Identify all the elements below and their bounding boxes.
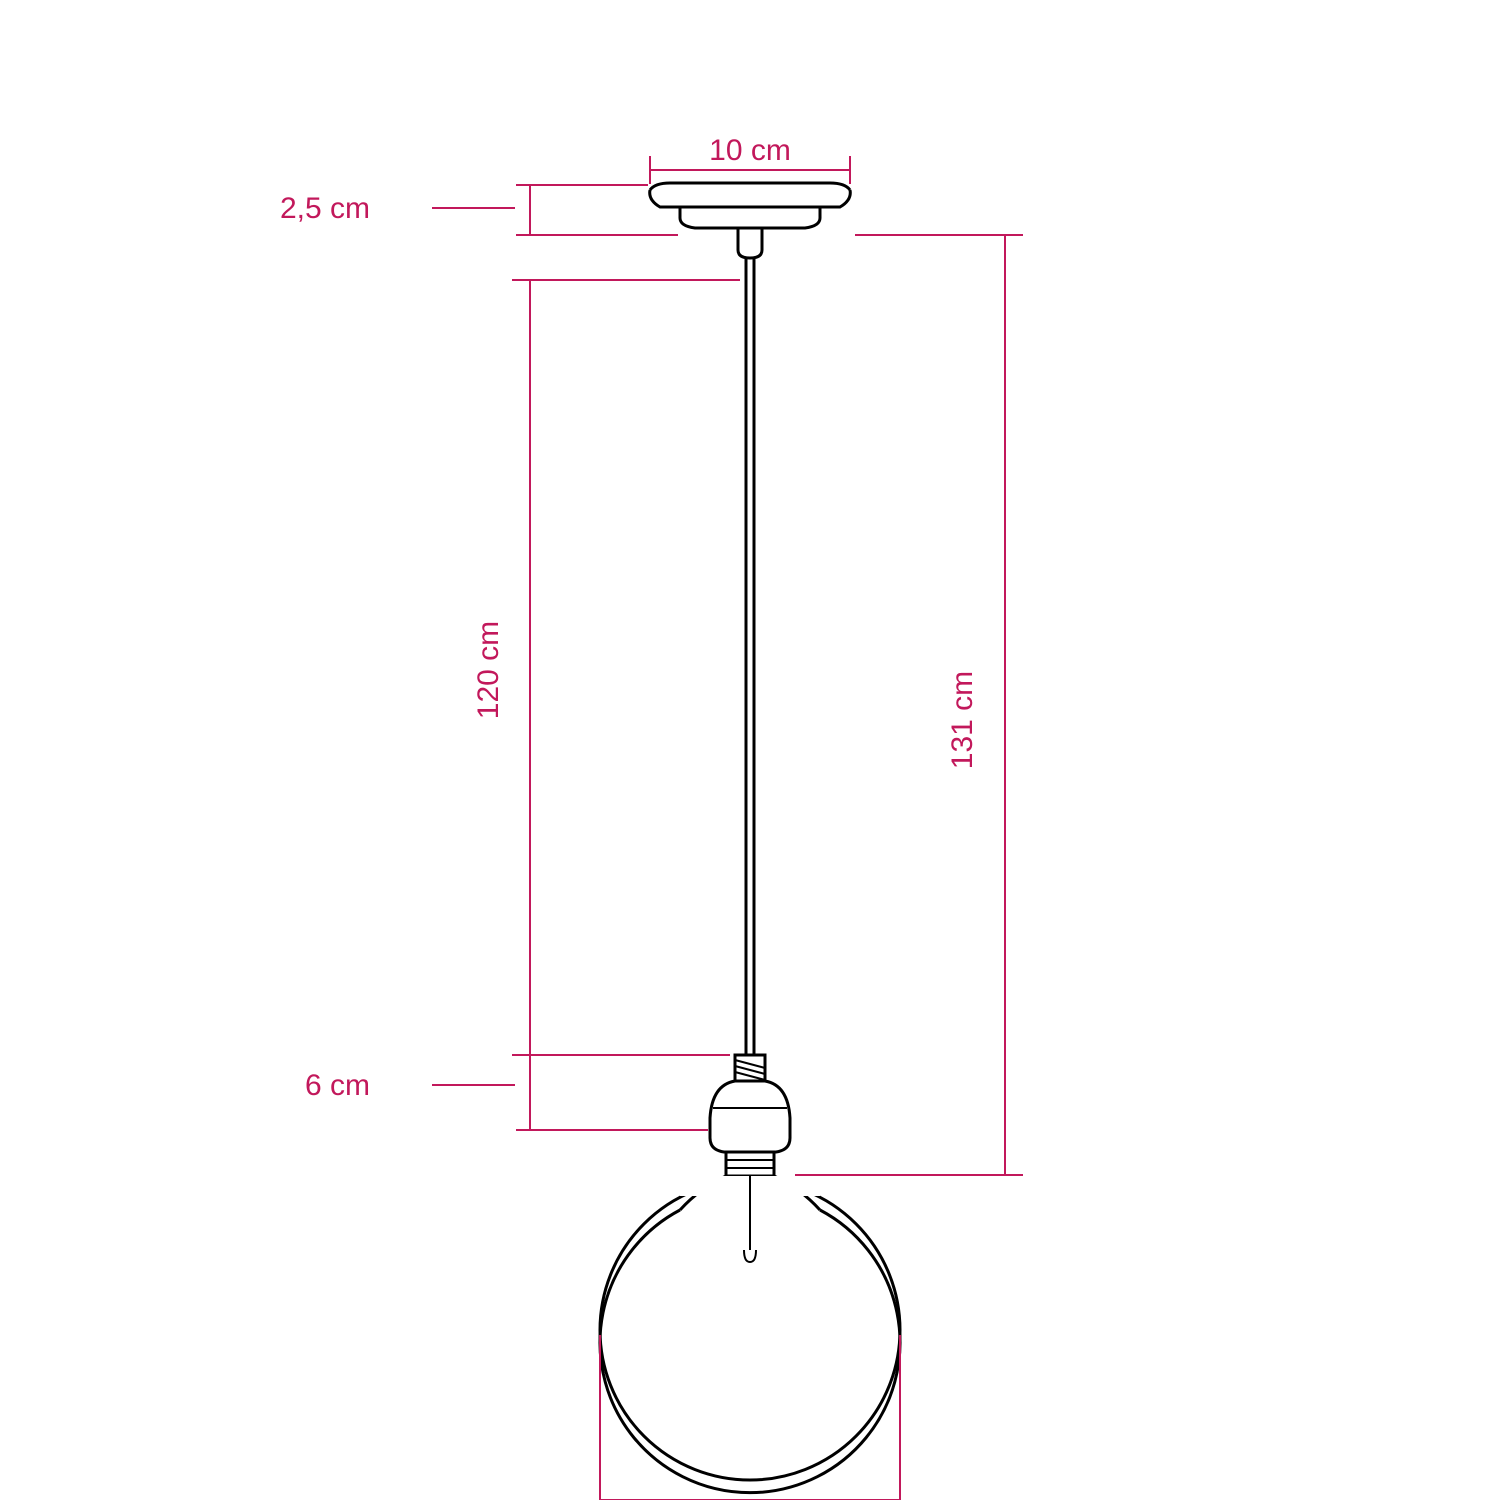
dim-label-total_height: 131 cm xyxy=(946,671,979,769)
canopy xyxy=(650,183,851,258)
dimension-labels: 10 cm2,5 cm120 cm131 cm6 cm15 cm xyxy=(280,134,979,1500)
dim-label-cable_length: 120 cm xyxy=(472,621,505,719)
bulb xyxy=(600,1176,900,1493)
dim-label-canopy_width: 10 cm xyxy=(709,134,791,167)
dimension-lines xyxy=(432,156,1023,1500)
dim-label-canopy_height: 2,5 cm xyxy=(280,192,370,225)
dim-label-socket_height: 6 cm xyxy=(305,1069,370,1102)
pendant-lamp-diagram: 10 cm2,5 cm120 cm131 cm6 cm15 cm xyxy=(0,0,1500,1500)
lamp-drawing xyxy=(600,183,900,1493)
socket xyxy=(710,1055,790,1176)
cable xyxy=(746,258,754,1055)
